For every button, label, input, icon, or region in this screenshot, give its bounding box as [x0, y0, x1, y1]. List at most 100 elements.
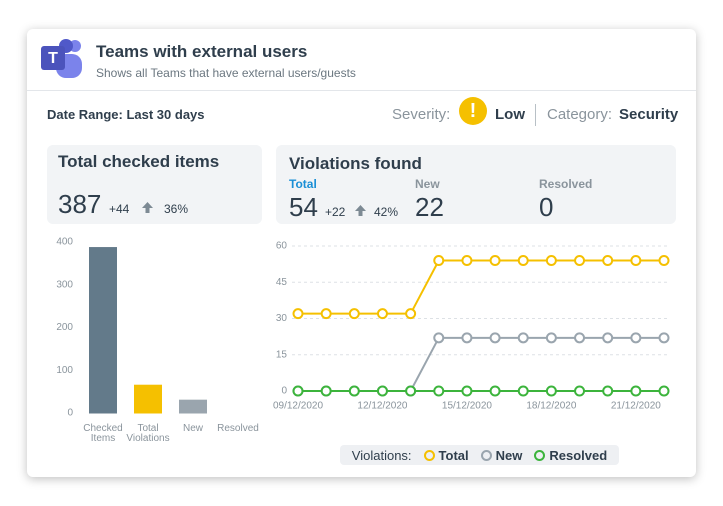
x-tick-label: Checked Items: [83, 423, 123, 444]
point: [602, 332, 614, 344]
legend-title: Violations:: [351, 447, 412, 463]
point: [292, 385, 304, 397]
y-tick-label: 200: [56, 322, 73, 333]
point: [376, 308, 388, 320]
severity-label: Severity:: [392, 106, 451, 123]
legend-marker: [480, 449, 492, 461]
legend-label: Resolved: [549, 447, 608, 463]
y-tick-label: 100: [56, 365, 73, 376]
bar: [134, 384, 162, 414]
point: [461, 332, 473, 344]
y-tick-label: 60: [276, 241, 288, 252]
x-tick-label: New: [182, 423, 203, 434]
legend-marker: [423, 449, 435, 461]
point: [630, 255, 642, 266]
bar: [179, 399, 207, 414]
y-tick-label: 45: [276, 277, 288, 288]
bar: [89, 247, 117, 414]
point: [433, 332, 445, 344]
total-value: 54: [289, 192, 318, 222]
svg-text:T: T: [48, 50, 58, 67]
date-range[interactable]: Date Range: Last 30 days: [47, 107, 205, 122]
subtitle: Shows all Teams that have external users…: [96, 66, 356, 80]
y-tick-label: 30: [276, 313, 288, 324]
panel-title: Total checked items: [58, 152, 220, 171]
point: [602, 255, 614, 266]
point: [517, 332, 529, 344]
point: [489, 385, 501, 397]
x-tick-label: 12/12/2020: [357, 401, 407, 412]
legend-item[interactable]: New: [480, 447, 523, 463]
legend: Violations: Total New Resolved: [340, 445, 619, 465]
point: [574, 332, 586, 344]
severity-icon: !: [459, 97, 487, 125]
x-tick-label: 09/12/2020: [273, 401, 323, 412]
line: [298, 336, 664, 392]
category-label: Category:: [547, 106, 613, 123]
up-arrow: [355, 205, 366, 216]
point: [292, 308, 304, 320]
teams-icon: T: [41, 39, 82, 78]
point: [405, 308, 417, 320]
checked-panel: [47, 145, 262, 224]
resolved-value: 0: [539, 192, 554, 222]
y-tick-label: 0: [67, 408, 73, 419]
new-value: 22: [415, 192, 444, 222]
point: [489, 255, 501, 266]
point: [320, 308, 332, 320]
point: [433, 385, 445, 397]
point: [489, 332, 501, 344]
point: [517, 385, 529, 397]
x-tick-label: 21/12/2020: [611, 401, 661, 412]
total-percent: 42%: [374, 205, 399, 219]
y-tick-label: 15: [276, 349, 288, 360]
point: [461, 385, 473, 397]
point: [574, 385, 586, 397]
new-label[interactable]: New: [415, 177, 440, 191]
card-header: [27, 29, 696, 91]
severity[interactable]: Low: [495, 106, 525, 123]
point: [517, 255, 529, 266]
y-tick-label: 300: [56, 279, 73, 290]
category[interactable]: Security: [619, 106, 679, 123]
checked-value: 387: [58, 189, 102, 219]
y-tick-label: 400: [56, 237, 73, 248]
divider: [535, 104, 536, 126]
x-tick-label: 18/12/2020: [526, 401, 576, 412]
total-label[interactable]: Total: [289, 177, 317, 191]
legend-label: Total: [438, 447, 469, 463]
point: [602, 385, 614, 397]
legend-item[interactable]: Resolved: [534, 448, 607, 463]
legend-item[interactable]: Total: [423, 447, 469, 463]
point: [376, 385, 388, 397]
point: [348, 385, 360, 397]
point: [574, 255, 586, 266]
title: Teams with external users: [96, 42, 308, 61]
x-tick-label: Total Violations: [126, 423, 170, 444]
point: [545, 385, 557, 397]
panel-title: Violations found: [289, 154, 422, 173]
point: [630, 385, 642, 397]
point: [545, 255, 557, 266]
x-tick-label: 15/12/2020: [442, 401, 492, 412]
point: [348, 308, 360, 320]
x-tick-label: Resolved: [217, 423, 259, 434]
y-tick-label: 0: [281, 386, 287, 397]
legend-marker: [534, 449, 546, 461]
point: [461, 255, 473, 266]
resolved-label[interactable]: Resolved: [539, 177, 593, 191]
legend-label: New: [495, 447, 523, 463]
point: [405, 385, 417, 397]
checked-percent: 36%: [164, 202, 189, 216]
point: [658, 385, 670, 397]
point: [658, 255, 670, 266]
line: [298, 259, 664, 315]
point: [658, 332, 670, 344]
point: [433, 255, 445, 266]
checked-delta: +44: [109, 202, 130, 216]
point: [320, 385, 332, 397]
total-delta: +22: [325, 205, 346, 219]
violations-panel: [276, 145, 676, 224]
